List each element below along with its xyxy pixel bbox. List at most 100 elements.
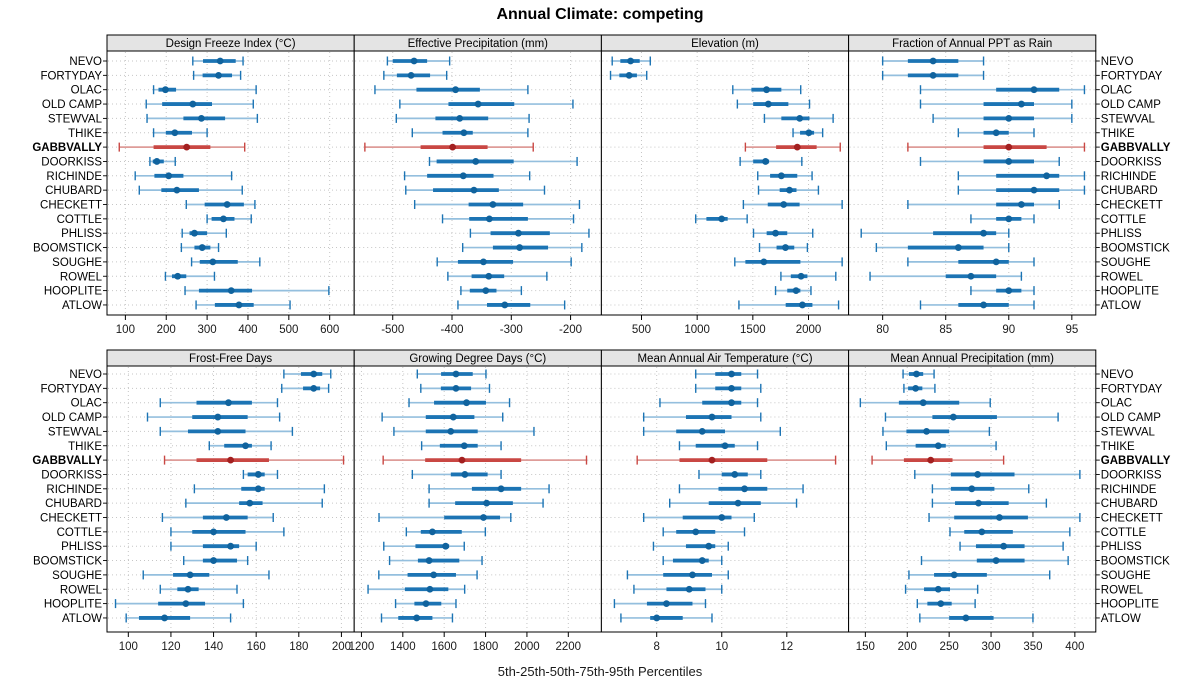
x-axis-tick-label: 10	[715, 641, 728, 653]
interval-row-phliss	[752, 228, 814, 238]
interval-row-richinde	[678, 484, 804, 494]
interval-row-hooplite	[774, 286, 812, 296]
panel-plot-area	[353, 50, 602, 316]
interval-row-richinde	[193, 484, 326, 494]
interval-row-doorkiss	[739, 156, 803, 166]
median-dot	[458, 456, 466, 464]
interval-row-soughe	[190, 257, 261, 267]
panel-plot-area	[106, 365, 355, 633]
interval-row-nevo	[881, 56, 985, 66]
site-label-left: SOUGHE	[52, 257, 102, 269]
x-axis-tick-label: 8	[653, 641, 659, 653]
interval-row-olac	[374, 85, 529, 95]
median-dot	[934, 442, 942, 450]
interval-row-stewval	[159, 426, 294, 436]
panel-plot-area	[600, 50, 850, 316]
interval-row-rowel	[159, 584, 238, 594]
interval-row-checkett	[928, 513, 1081, 522]
x-axis-tick-label: 500	[279, 324, 298, 336]
x-axis-tick-label: 1400	[390, 641, 416, 653]
median-dot	[209, 258, 217, 266]
interval-row-chubard	[428, 498, 544, 508]
interval-row-soughe	[626, 570, 729, 580]
median-dot	[447, 428, 455, 435]
x-axis-tick-label: 120	[161, 641, 180, 653]
panel-strip-title: Effective Precipitation (mm)	[408, 38, 549, 50]
panel-strip-title: Design Freeze Index (°C)	[166, 38, 296, 50]
panel-plot-area	[848, 365, 1097, 633]
interval-row-boomstick	[461, 243, 583, 253]
interval-row-checkett	[378, 513, 512, 522]
interval-row-old-camp	[381, 412, 504, 422]
x-axis-tick-label: 1000	[684, 324, 710, 336]
interval-row-doorkiss	[411, 469, 502, 479]
interval-row-phliss	[469, 228, 590, 238]
median-dot	[708, 413, 716, 421]
site-label-left: THIKE	[68, 441, 102, 453]
interval-row-stewval	[882, 426, 991, 436]
median-dot	[485, 215, 493, 223]
interval-row-hooplite	[916, 599, 976, 609]
x-axis-tick-label: 400	[1065, 641, 1084, 653]
median-dot	[1030, 86, 1038, 94]
median-dot	[422, 600, 430, 607]
median-dot	[912, 384, 920, 392]
site-label-left: HOOPLITE	[44, 599, 102, 611]
site-label-right: FORTYDAY	[1101, 70, 1163, 82]
site-label-left: CHECKETT	[40, 513, 102, 525]
median-dot	[310, 384, 318, 392]
median-dot	[718, 215, 726, 223]
interval-row-thike	[885, 441, 997, 451]
interval-row-doorkiss	[242, 469, 279, 479]
site-label-right: HOOPLITE	[1101, 286, 1159, 298]
median-dot	[980, 301, 987, 309]
median-dot	[210, 557, 217, 564]
median-dot	[996, 514, 1003, 521]
x-axis-tick-label: 90	[1002, 324, 1015, 336]
interval-row-chubard	[138, 185, 243, 195]
site-label-right: RICHINDE	[1101, 484, 1157, 496]
median-dot	[214, 428, 222, 435]
site-label-right: BOOMSTICK	[1101, 243, 1170, 255]
median-dot	[227, 456, 235, 464]
median-dot	[246, 499, 254, 507]
median-dot	[692, 528, 700, 536]
interval-row-atlow	[195, 300, 291, 310]
median-dot	[497, 485, 505, 493]
median-dot	[741, 485, 748, 493]
interval-row-gabbvally	[871, 455, 1005, 465]
x-axis-tick-label: 2000	[514, 641, 540, 653]
median-dot	[786, 186, 793, 194]
median-dot	[793, 143, 801, 151]
site-label-right: SOUGHE	[1101, 570, 1151, 582]
median-dot	[425, 557, 433, 564]
site-label-left: ATLOW	[62, 300, 102, 312]
site-label-right: GABBVALLY	[1101, 455, 1171, 467]
median-dot	[734, 499, 742, 507]
interval-row-old-camp	[884, 412, 1059, 422]
site-label-right: DOORKISS	[1101, 156, 1162, 168]
x-axis-tick-label: 1200	[349, 641, 375, 653]
interval-row-checkett	[742, 200, 843, 209]
interval-row-gabbvally	[907, 142, 1086, 152]
median-dot	[627, 57, 634, 65]
median-dot	[728, 384, 735, 392]
median-dot	[731, 471, 739, 478]
x-axis-tick-label: 200	[157, 324, 176, 336]
site-label-left: SOUGHE	[52, 570, 102, 582]
median-dot	[197, 115, 205, 122]
median-dot	[174, 272, 182, 280]
site-label-left: OLAC	[71, 85, 102, 97]
site-label-left: ROWEL	[60, 584, 103, 596]
median-dot	[227, 542, 235, 550]
interval-row-cottle	[970, 214, 1035, 224]
panel-plot-area	[848, 50, 1097, 316]
panel-strip-title: Growing Degree Days (°C)	[409, 353, 546, 365]
interval-row-olac	[919, 85, 1086, 95]
interval-row-thike	[957, 128, 1035, 138]
interval-row-cottle	[695, 214, 748, 224]
site-label-left: STEWVAL	[48, 113, 103, 125]
site-label-right: CHUBARD	[1101, 185, 1158, 197]
interval-row-stewval	[642, 426, 781, 436]
median-dot	[923, 428, 930, 435]
